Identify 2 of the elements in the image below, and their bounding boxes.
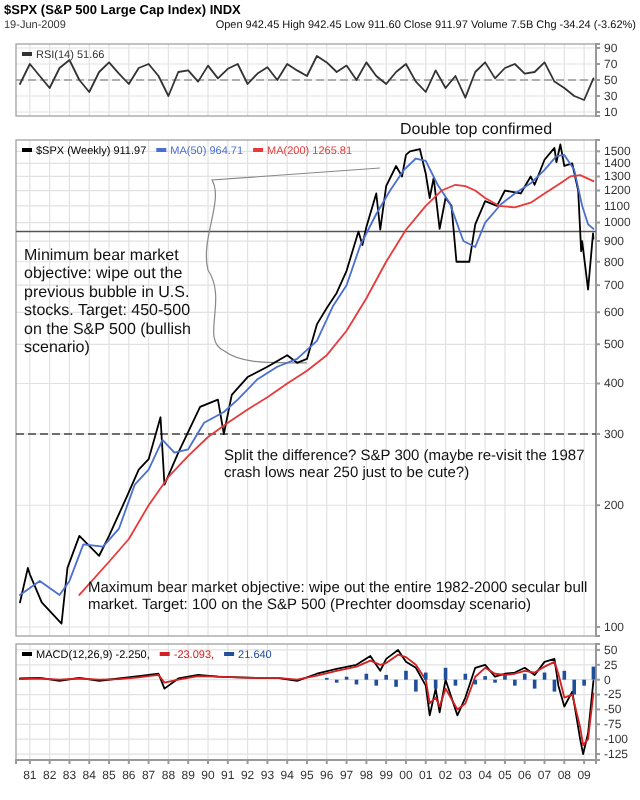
annotation: Minimum bear market objective: wipe out the previous bubble in U.S. stocks. Target: 450-500 on the S&P 500 (bullish scenario) <box>24 246 192 356</box>
text: Double top confirmed <box>400 120 553 138</box>
